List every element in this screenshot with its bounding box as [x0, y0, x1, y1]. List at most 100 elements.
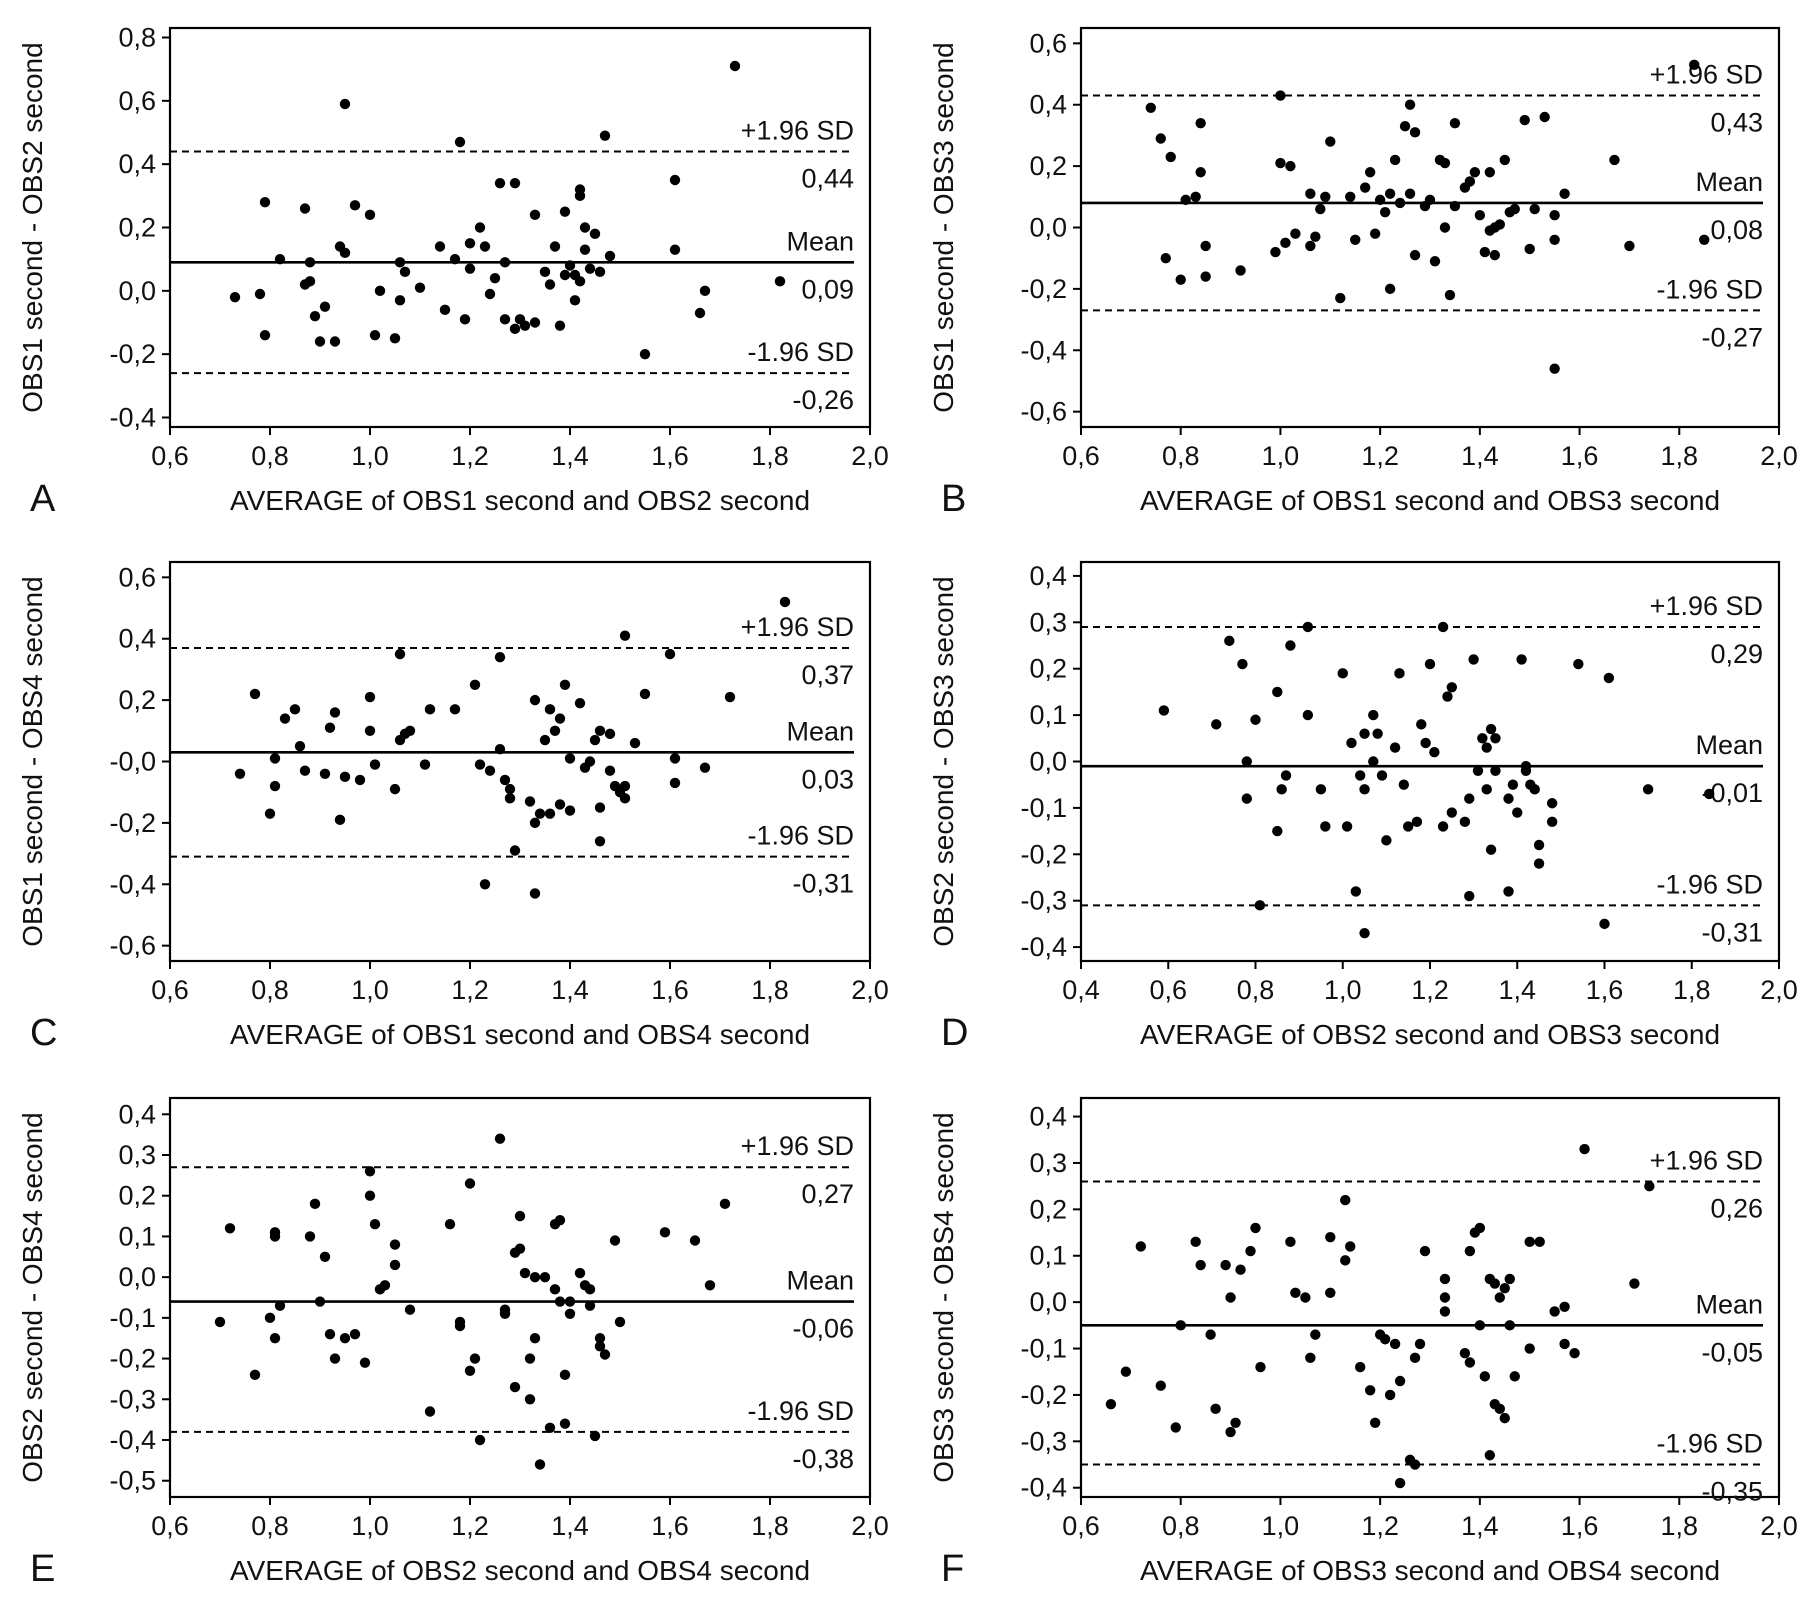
lower-limit-name: -1.96 SD: [1656, 1429, 1763, 1459]
data-point: [1629, 1278, 1640, 1289]
panel-f: 0,6 0,8 1,0 1,2 1,4 1,6 1,8 2,0 -0,4 -0,3 -0,2 -0,1…: [928, 1096, 1798, 1590]
data-point: [1414, 1338, 1426, 1350]
data-point: [1489, 1278, 1501, 1289]
data-point: [1516, 654, 1527, 665]
data-point: [449, 704, 461, 715]
data-point: [1245, 1245, 1256, 1257]
data-point: [559, 206, 571, 217]
data-point: [1175, 274, 1186, 285]
data-point: [1533, 839, 1545, 851]
data-point: [719, 1198, 731, 1210]
data-point: [609, 1235, 621, 1246]
plot-frame: [1079, 1096, 1781, 1499]
data-point: [1503, 793, 1514, 804]
x-tick-label: 1,4: [551, 975, 589, 1005]
data-point: [1205, 1329, 1216, 1340]
data-point: [1346, 737, 1357, 749]
data-point: [519, 1267, 531, 1279]
data-point: [314, 1296, 326, 1307]
data-point: [669, 244, 681, 255]
mean-name: Mean: [1695, 167, 1763, 197]
upper-limit-value: 0,44: [801, 164, 854, 194]
y-tick-label: 0,2: [118, 213, 156, 243]
data-point: [269, 1231, 281, 1242]
data-point: [339, 1333, 351, 1344]
data-point: [1509, 1371, 1520, 1382]
data-point: [514, 1210, 526, 1222]
data-point: [259, 196, 271, 208]
data-point: [1374, 194, 1386, 206]
data-point: [1437, 821, 1449, 832]
data-point: [1237, 658, 1248, 670]
data-point: [269, 1333, 281, 1344]
data-point: [1409, 127, 1421, 138]
data-point: [389, 1259, 401, 1271]
data-point: [329, 707, 341, 718]
data-point: [1484, 167, 1496, 178]
y-tick-label: 0,6: [118, 86, 156, 116]
data-point: [304, 1231, 316, 1242]
data-point: [1190, 191, 1201, 203]
data-point: [309, 1198, 321, 1210]
data-point: [1549, 1306, 1560, 1317]
upper-limit-value: 0,27: [801, 1179, 854, 1209]
x-tick-label: 1,6: [1561, 441, 1599, 471]
upper-limit-name: +1.96 SD: [741, 1131, 854, 1161]
y-axis-label: OBS1 second - OBS3 second: [928, 42, 959, 412]
data-point: [604, 728, 616, 740]
data-point: [1507, 779, 1519, 790]
data-point: [1241, 756, 1252, 767]
y-axis-label: OBS1 second - OBS4 second: [17, 576, 48, 946]
panel-b: 0,6 0,8 1,0 1,2 1,4 1,6 1,8 2,0 -0,6 -0,4 -0,2 0,0 0…: [928, 26, 1798, 520]
data-point: [424, 704, 436, 715]
data-point: [499, 1308, 511, 1319]
data-point: [1481, 742, 1492, 753]
data-point: [494, 651, 506, 663]
data-point: [1211, 719, 1222, 730]
data-point: [1384, 283, 1396, 295]
data-point: [1439, 1292, 1451, 1303]
lower-limit-name: -1.96 SD: [1656, 869, 1763, 899]
data-point: [1494, 1403, 1506, 1415]
data-point: [699, 285, 711, 297]
data-point: [1175, 1320, 1186, 1331]
data-point: [1379, 206, 1391, 218]
data-point: [1464, 793, 1475, 804]
data-point: [1398, 779, 1410, 790]
data-point: [364, 1190, 376, 1201]
data-point: [1337, 668, 1348, 679]
data-point: [1350, 234, 1361, 245]
x-tick-label: 1,4: [1498, 975, 1536, 1005]
data-point: [514, 1243, 526, 1254]
data-point: [1379, 1334, 1391, 1345]
data-point: [554, 799, 566, 810]
data-point: [1449, 200, 1461, 212]
data-point: [509, 323, 521, 335]
data-point: [1270, 246, 1281, 258]
data-point: [499, 774, 511, 786]
data-point: [1381, 835, 1392, 846]
data-point: [464, 1178, 476, 1189]
upper-limit-value: 0,43: [1710, 108, 1763, 138]
data-point: [1534, 1236, 1545, 1248]
data-point: [619, 780, 631, 792]
x-tick-label: 0,8: [1237, 975, 1275, 1005]
x-tick-label: 1,2: [451, 975, 489, 1005]
panel-letter: F: [941, 1548, 964, 1590]
data-point: [569, 295, 581, 306]
data-point: [1355, 1361, 1366, 1373]
data-point: [264, 1312, 276, 1324]
data-point: [214, 1316, 226, 1328]
data-point: [554, 320, 566, 331]
data-point: [539, 1271, 551, 1283]
y-tick-label: 0,4: [118, 149, 156, 179]
data-point: [1394, 197, 1406, 209]
data-point: [494, 744, 506, 755]
x-tick-label: 1,4: [551, 441, 589, 471]
data-point: [314, 336, 326, 347]
data-point: [1439, 1273, 1451, 1285]
data-point: [1325, 1231, 1336, 1243]
data-point: [1195, 117, 1206, 129]
data-point: [779, 596, 791, 608]
data-point: [484, 288, 496, 300]
